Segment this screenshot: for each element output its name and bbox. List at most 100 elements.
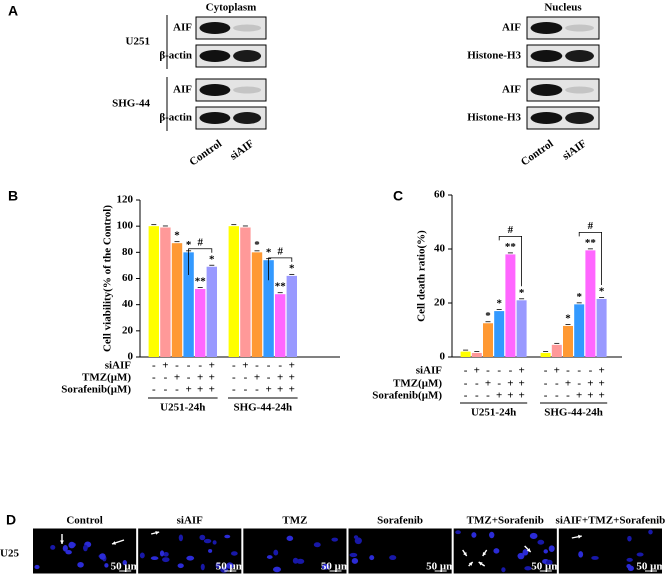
- condition-sign: -: [255, 360, 259, 372]
- bar: [275, 294, 286, 357]
- y-axis-title: Cell viability(% of the Control): [102, 205, 114, 352]
- scale-bar-label: 50 μm: [426, 561, 455, 573]
- nucleus: [65, 550, 72, 555]
- bar: [516, 300, 527, 357]
- nucleus: [349, 552, 358, 558]
- condition-sign: -: [244, 384, 248, 396]
- condition-sign: -: [267, 372, 271, 384]
- significance: *: [209, 253, 215, 265]
- nucleus: [215, 562, 221, 569]
- condition-sign: -: [255, 384, 259, 396]
- bar: [505, 254, 516, 357]
- condition-sign: -: [464, 378, 468, 390]
- condition-sign: -: [566, 390, 570, 402]
- nucleus: [83, 544, 88, 552]
- y-tick-label: 0: [440, 351, 446, 363]
- nucleus: [627, 565, 634, 572]
- nucleus: [354, 537, 362, 545]
- nucleus: [471, 532, 477, 538]
- nucleus: [224, 534, 231, 539]
- condition-sign: +: [209, 384, 215, 396]
- bar: [471, 352, 482, 357]
- comparison-label: #: [277, 245, 283, 257]
- scale-bar-label: 50 μm: [636, 561, 665, 573]
- condition-sign: +: [162, 360, 168, 372]
- nucleus: [77, 561, 84, 568]
- nucleus: [493, 548, 500, 554]
- condition-sign: -: [566, 365, 570, 377]
- comparison-label: #: [197, 236, 203, 248]
- nucleus: [199, 534, 206, 541]
- nucleus: [351, 557, 359, 564]
- condition-sign: -: [577, 365, 581, 377]
- nucleus: [626, 557, 633, 562]
- nucleus: [212, 540, 217, 545]
- bar: [585, 250, 596, 357]
- condition-sign: +: [598, 390, 604, 402]
- nucleus: [545, 559, 553, 566]
- condition-sign: +: [576, 390, 582, 402]
- significance: *: [186, 239, 192, 251]
- nucleus: [200, 563, 205, 571]
- nucleus: [648, 529, 653, 535]
- blot-band: [565, 86, 594, 94]
- significance: **: [195, 275, 207, 287]
- condition-sign: -: [164, 384, 168, 396]
- condition-sign: -: [464, 365, 468, 377]
- condition-sign: -: [187, 360, 191, 372]
- bar: [251, 252, 263, 357]
- nucleus: [226, 562, 234, 569]
- image-title: siAIF: [177, 515, 204, 527]
- significance: *: [174, 230, 180, 242]
- significance: **: [275, 281, 287, 293]
- comparison-label: #: [508, 224, 514, 236]
- protein-label: AIF: [502, 22, 521, 34]
- panel-label: A: [8, 3, 18, 19]
- condition-sign: -: [464, 390, 468, 402]
- condition-sign: -: [244, 372, 248, 384]
- blot-band: [530, 50, 563, 62]
- nucleus: [162, 557, 170, 563]
- significance: **: [505, 241, 517, 253]
- arrow-head: [463, 552, 467, 556]
- condition-sign: +: [518, 365, 524, 377]
- significance: *: [254, 239, 260, 251]
- nucleus: [529, 532, 538, 540]
- significance: *: [485, 310, 491, 322]
- arrow-head: [482, 552, 487, 556]
- nucleus: [578, 551, 584, 558]
- y-tick-label: 120: [117, 194, 134, 206]
- condition-sign: -: [232, 384, 236, 396]
- condition-sign: +: [565, 378, 571, 390]
- nucleus: [104, 563, 109, 568]
- condition-sign: -: [152, 360, 156, 372]
- arrow-head: [468, 562, 473, 566]
- condition-sign: +: [518, 390, 524, 402]
- condition-sign: +: [254, 372, 260, 384]
- condition-sign: -: [152, 384, 156, 396]
- nucleus: [296, 558, 305, 564]
- comparison-label: #: [588, 220, 594, 232]
- condition-sign: +: [277, 372, 283, 384]
- micrograph: [347, 527, 453, 575]
- arrow-head: [478, 562, 483, 566]
- micrograph: [242, 527, 348, 575]
- protein-label: β-actin: [159, 50, 192, 62]
- arrow-head: [60, 540, 64, 544]
- blot-title: Cytoplasm: [206, 2, 257, 14]
- nucleus: [292, 557, 299, 564]
- condition-sign: -: [544, 365, 548, 377]
- nucleus: [273, 566, 281, 573]
- image-title: TMZ: [282, 515, 307, 527]
- nucleus: [522, 549, 529, 556]
- y-tick-label: 20: [434, 297, 446, 309]
- condition-sign: +: [587, 378, 593, 390]
- scale-bar-label: 50 μm: [531, 561, 560, 573]
- condition-sign: +: [242, 360, 248, 372]
- bar: [596, 298, 607, 357]
- nucleus: [636, 552, 644, 557]
- nucleus: [543, 549, 548, 554]
- bar: [483, 323, 493, 357]
- significance: *: [496, 298, 502, 310]
- bar: [563, 325, 573, 357]
